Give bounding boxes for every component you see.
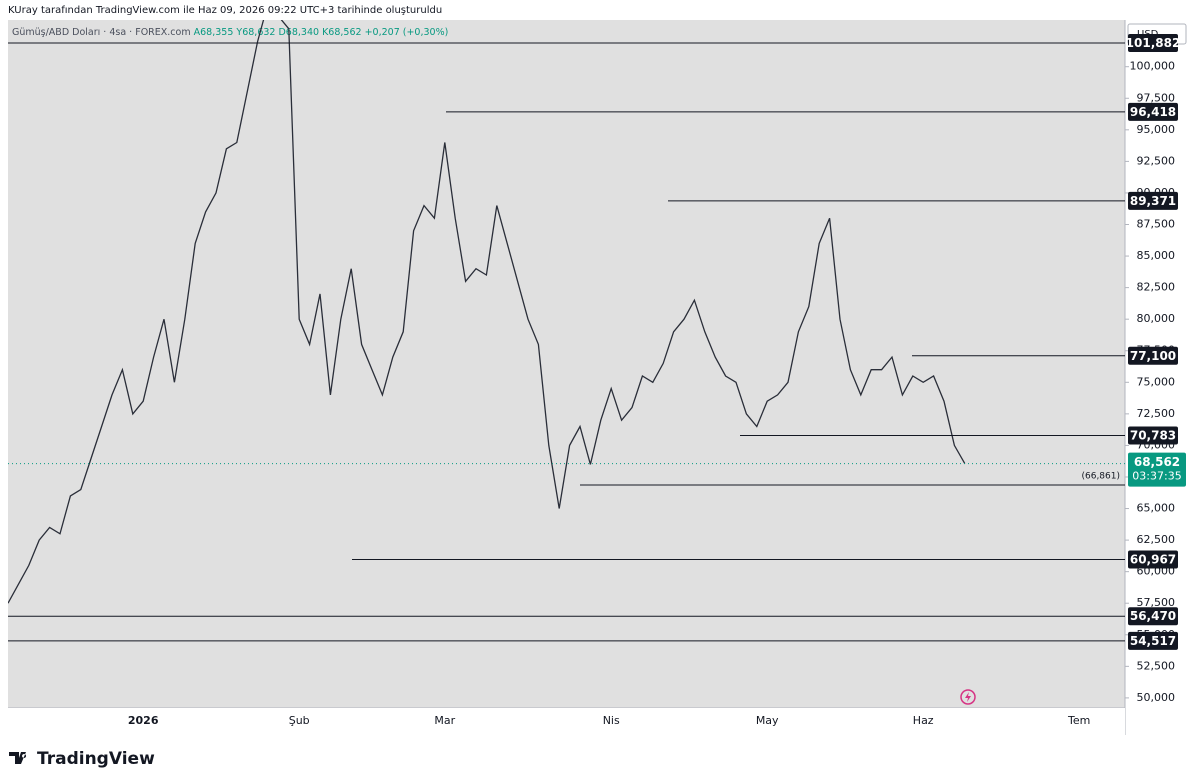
y-tick-label: 95,000 — [1137, 123, 1176, 136]
last-price-box — [1128, 452, 1186, 487]
y-tick-label: 97,500 — [1137, 91, 1176, 104]
y-tick-label: 92,500 — [1137, 154, 1176, 167]
y-tick-label: 57,500 — [1137, 596, 1176, 609]
y-tick-label: 80,000 — [1137, 312, 1176, 325]
event-icon — [960, 689, 976, 705]
price-line — [8, 20, 966, 604]
level-box — [1128, 102, 1178, 121]
y-tick-label: 52,500 — [1137, 659, 1176, 672]
level-label: 77,100 — [1130, 349, 1176, 363]
x-tick-label: Şub — [289, 714, 310, 727]
level-box — [1128, 191, 1178, 210]
level-label: 56,470 — [1130, 609, 1176, 623]
level-box — [1128, 607, 1178, 626]
footer: TradingView — [9, 749, 155, 769]
x-tick-label: Nis — [603, 714, 620, 727]
ohlc-value: D68,340 — [278, 27, 319, 38]
x-tick-label: 2026 — [128, 714, 159, 727]
level-box — [1128, 631, 1178, 650]
plot-area — [8, 20, 1125, 708]
level-label: 54,517 — [1130, 634, 1176, 648]
symbol-title: Gümüş/ABD Doları · 4sa · FOREX.com — [12, 27, 191, 38]
ohlc-value: K68,562 — [322, 27, 361, 38]
change: +0,207 (+0,30%) — [365, 27, 449, 38]
level-label: 60,967 — [1130, 552, 1176, 566]
level-label: 89,371 — [1130, 194, 1176, 208]
y-tick-label: 72,500 — [1137, 407, 1176, 420]
x-tick-label: Haz — [913, 714, 934, 727]
time-axis — [8, 708, 1125, 735]
x-tick-label: Tem — [1067, 714, 1090, 727]
level-label: (66,861) — [1081, 472, 1120, 482]
logo-mark — [9, 752, 27, 764]
y-tick-label: 75,000 — [1137, 375, 1176, 388]
level-label: 101,882 — [1126, 36, 1181, 50]
y-tick-label: 62,500 — [1137, 533, 1176, 546]
level-box — [1128, 550, 1178, 569]
y-tick-label: 87,500 — [1137, 218, 1176, 231]
y-tick-label: 100,000 — [1130, 60, 1176, 73]
legend: Gümüş/ABD Doları · 4sa · FOREX.com A68,3… — [12, 27, 448, 38]
level-label: 70,783 — [1130, 429, 1176, 443]
x-tick-label: May — [756, 714, 779, 727]
level-label: 96,418 — [1130, 105, 1176, 119]
ohlc-value: A68,355 — [194, 27, 234, 38]
x-tick-label: Mar — [434, 714, 455, 727]
ohlc-value: Y68,632 — [235, 27, 275, 38]
y-tick-label: 65,000 — [1137, 502, 1176, 515]
level-box — [1128, 426, 1178, 445]
countdown: 03:37:35 — [1132, 470, 1181, 483]
event-icon-bolt — [965, 692, 971, 702]
level-box — [1128, 33, 1178, 52]
header-text: KUray tarafından TradingView.com ile Haz… — [8, 5, 442, 16]
y-tick-label: 82,500 — [1137, 281, 1176, 294]
y-tick-label: 85,000 — [1137, 249, 1176, 262]
last-price-label: 68,562 — [1134, 455, 1180, 469]
brand: TradingView — [37, 749, 155, 769]
y-tick-label: 50,000 — [1137, 691, 1176, 704]
level-box — [1128, 346, 1178, 365]
